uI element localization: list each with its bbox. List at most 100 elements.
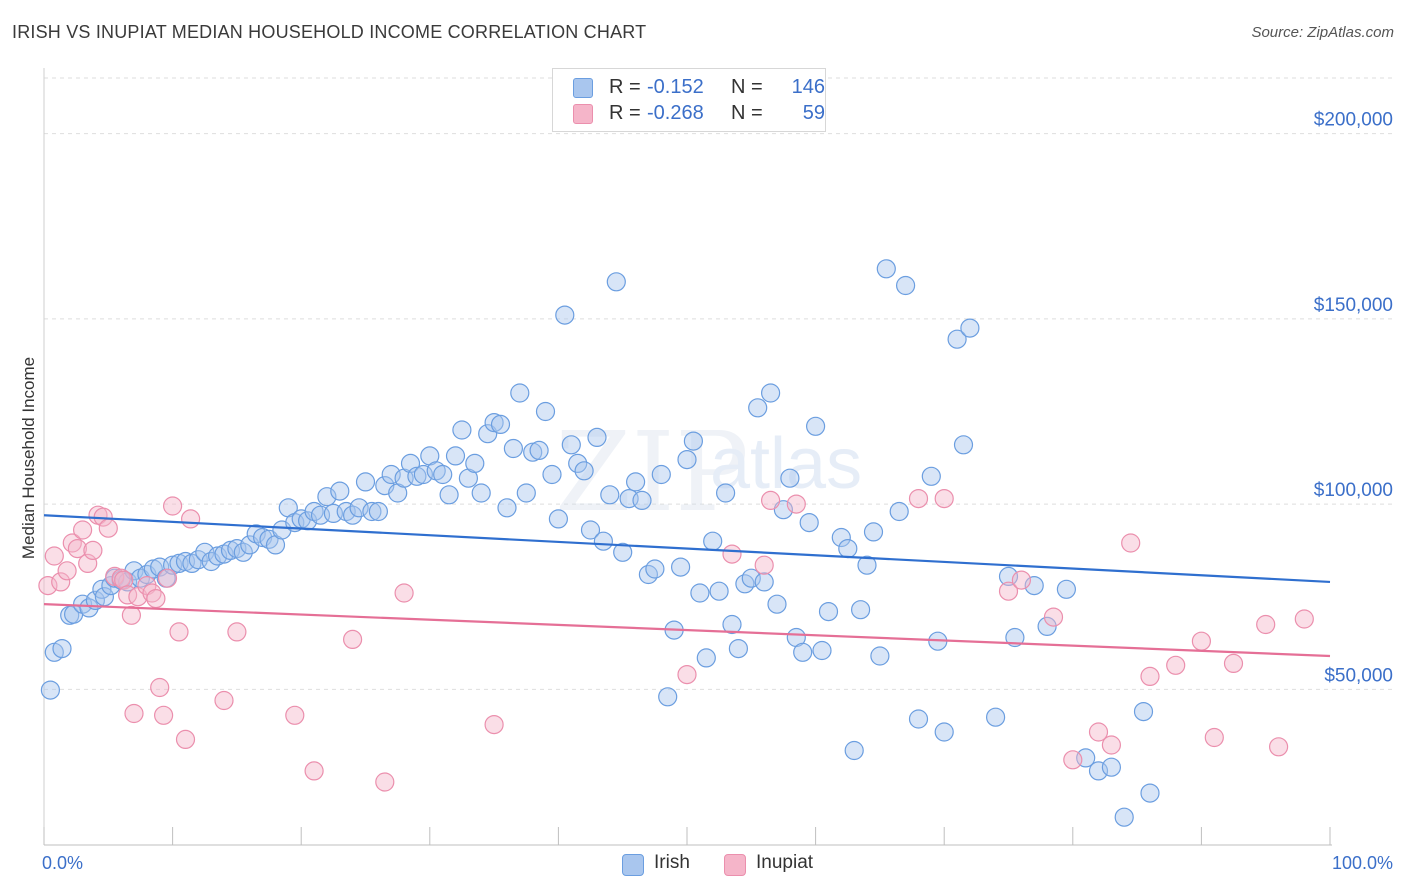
data-point <box>214 690 234 711</box>
data-point <box>484 714 504 735</box>
data-point <box>722 614 742 635</box>
data-point <box>645 559 665 579</box>
data-point <box>497 498 517 518</box>
data-point <box>413 464 433 485</box>
data-point <box>51 572 71 592</box>
data-point <box>658 687 678 707</box>
data-point <box>40 680 61 700</box>
data-point <box>535 401 556 422</box>
data-point <box>227 622 247 642</box>
watermark-atlas: atlas <box>710 424 862 504</box>
watermark: ZIP atlas <box>555 408 862 536</box>
data-point <box>1024 575 1044 596</box>
data-point <box>831 527 851 548</box>
data-point <box>407 466 427 486</box>
data-point <box>79 598 99 618</box>
data-point <box>960 318 980 338</box>
data-point <box>163 496 183 516</box>
data-point <box>124 703 144 724</box>
data-point <box>72 594 93 614</box>
data-point <box>632 490 652 510</box>
legend-n-label: N = <box>731 102 763 124</box>
data-point <box>703 531 723 551</box>
data-point <box>786 494 806 514</box>
data-point <box>1011 570 1032 590</box>
data-point <box>754 572 774 592</box>
data-point <box>593 531 614 551</box>
legend-swatch-irish <box>573 78 593 98</box>
data-point <box>767 594 787 614</box>
data-point <box>889 501 909 522</box>
data-point <box>121 605 141 625</box>
data-point <box>114 570 134 590</box>
x-tick-label: 0.0% <box>42 853 83 873</box>
data-point <box>857 555 877 575</box>
data-point <box>895 275 916 296</box>
data-point <box>709 581 729 601</box>
data-point <box>1005 627 1025 648</box>
watermark-zip: ZIP <box>555 408 749 536</box>
data-point <box>154 705 174 725</box>
data-point <box>908 709 929 729</box>
data-point <box>304 761 324 781</box>
data-point <box>613 542 633 562</box>
data-point <box>574 461 594 481</box>
data-point <box>683 431 704 451</box>
data-point <box>175 729 196 750</box>
data-point <box>83 540 103 561</box>
data-point <box>908 489 929 509</box>
data-point <box>471 483 491 503</box>
legend-n-value: 146 <box>791 76 825 98</box>
data-point <box>529 440 549 460</box>
data-point <box>57 561 77 581</box>
data-point <box>844 740 864 761</box>
data-point <box>953 435 974 455</box>
data-point <box>1140 783 1160 803</box>
data-point <box>606 272 626 292</box>
data-point <box>368 501 388 522</box>
data-point <box>38 575 58 596</box>
data-point <box>146 588 166 609</box>
data-point <box>998 581 1019 601</box>
data-point <box>1114 807 1134 827</box>
trend-line-irish <box>43 514 1331 584</box>
series-inupiat <box>38 489 1314 792</box>
data-point <box>651 464 671 485</box>
legend-r-value: -0.152 <box>647 76 704 98</box>
data-point <box>670 557 691 577</box>
data-point <box>728 638 749 659</box>
data-point <box>542 464 562 485</box>
data-point <box>568 453 588 473</box>
data-point <box>1294 609 1314 629</box>
data-point <box>98 518 118 538</box>
y-tick-label: $200,000 <box>1314 110 1393 131</box>
data-point <box>548 509 569 529</box>
data-point <box>1056 579 1077 599</box>
data-point <box>169 622 189 642</box>
legend-r-value: -0.268 <box>647 102 704 124</box>
data-point <box>490 414 511 434</box>
data-point <box>285 705 305 725</box>
data-point <box>433 464 453 485</box>
data-point <box>850 600 871 620</box>
data-point <box>870 646 890 666</box>
data-point <box>1140 666 1160 687</box>
data-point <box>1268 737 1289 757</box>
y-tick-label: $50,000 <box>1324 665 1393 686</box>
data-point <box>754 555 774 575</box>
data-point <box>72 520 93 540</box>
data-point <box>1204 727 1224 748</box>
data-point <box>1223 653 1244 674</box>
legend-n-label: N = <box>731 76 763 98</box>
series-irish <box>40 259 1160 827</box>
data-point <box>690 583 710 603</box>
data-point <box>445 446 466 466</box>
data-point <box>349 498 369 518</box>
data-point <box>246 524 266 544</box>
data-point <box>1256 614 1276 635</box>
data-point <box>1121 533 1141 553</box>
data-point <box>555 305 575 325</box>
data-point <box>780 468 800 488</box>
data-point <box>1166 655 1186 675</box>
